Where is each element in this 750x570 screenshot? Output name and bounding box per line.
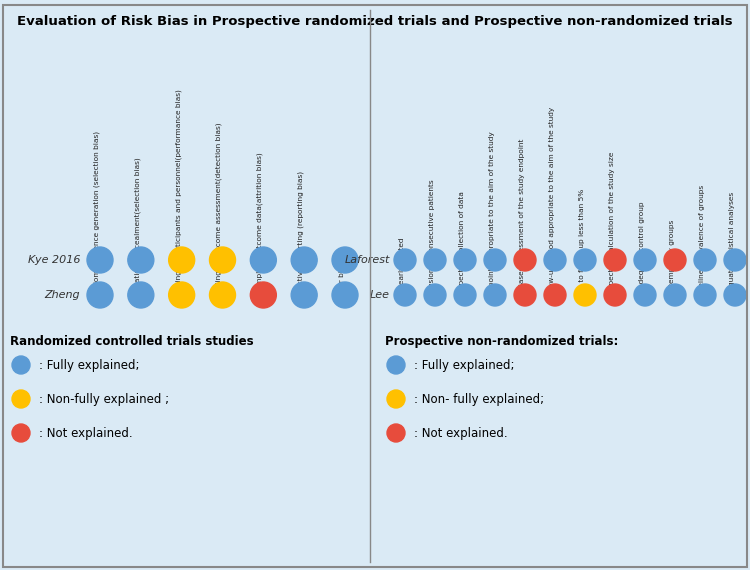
Text: An adequate control group: An adequate control group [639,202,645,300]
Text: Blinding of outcome assessment(detection bias): Blinding of outcome assessment(detection… [216,123,223,300]
Circle shape [387,390,405,408]
Text: Selective reporting (reporting bias): Selective reporting (reporting bias) [298,171,304,300]
Text: Blinding of participants and personnel(performance bias): Blinding of participants and personnel(p… [176,89,181,300]
Circle shape [251,247,276,273]
Text: Prospective collection of data: Prospective collection of data [459,191,465,300]
Circle shape [544,249,566,271]
Circle shape [604,284,626,306]
Circle shape [484,249,506,271]
Circle shape [544,284,566,306]
Text: Prospective calculation of the study size: Prospective calculation of the study siz… [609,152,615,300]
Text: Other bias: Other bias [339,262,345,300]
Circle shape [128,282,154,308]
Text: Zheng: Zheng [44,290,80,300]
Text: Inclusion of consecutive patients: Inclusion of consecutive patients [429,180,435,300]
Circle shape [12,356,30,374]
Text: Contemporary groups: Contemporary groups [669,220,675,300]
Circle shape [87,282,113,308]
Circle shape [209,247,236,273]
Text: Random sequence generation (selection bias): Random sequence generation (selection bi… [94,131,100,300]
Circle shape [128,247,154,273]
Circle shape [514,249,536,271]
Circle shape [604,249,626,271]
Circle shape [634,249,656,271]
Circle shape [291,247,317,273]
Circle shape [387,424,405,442]
Text: : Not explained.: : Not explained. [414,426,508,439]
Circle shape [724,284,746,306]
Circle shape [169,247,195,273]
Circle shape [12,390,30,408]
Text: Laforest: Laforest [344,255,390,265]
Text: Prospective non-randomized trials:: Prospective non-randomized trials: [385,335,618,348]
Text: : Non- fully explained;: : Non- fully explained; [414,393,544,405]
Circle shape [454,249,476,271]
Circle shape [424,284,446,306]
Circle shape [694,249,716,271]
Circle shape [169,282,195,308]
Circle shape [424,249,446,271]
Circle shape [394,284,416,306]
Text: Evaluation of Risk Bias in Prospective randomized trials and Prospective non-ran: Evaluation of Risk Bias in Prospective r… [17,15,733,28]
Circle shape [387,356,405,374]
Circle shape [394,249,416,271]
Text: Lee: Lee [370,290,390,300]
Circle shape [694,284,716,306]
Circle shape [87,247,113,273]
Circle shape [332,282,358,308]
Circle shape [574,284,596,306]
Text: Loss to follow up less than 5%: Loss to follow up less than 5% [579,189,585,300]
Text: Baseline equivalence of groups: Baseline equivalence of groups [699,185,705,300]
Circle shape [209,282,236,308]
Text: : Fully explained;: : Fully explained; [414,359,514,372]
Circle shape [332,247,358,273]
Text: Follow-up period appropriate to the aim of the study: Follow-up period appropriate to the aim … [549,107,555,300]
Circle shape [634,284,656,306]
Text: Randomized controlled trials studies: Randomized controlled trials studies [10,335,254,348]
Circle shape [291,282,317,308]
Text: Kye 2016: Kye 2016 [28,255,80,265]
Text: Allocation concealment(selection bias): Allocation concealment(selection bias) [134,157,141,300]
Text: : Non-fully explained ;: : Non-fully explained ; [39,393,170,405]
Text: : Fully explained;: : Fully explained; [39,359,140,372]
Circle shape [514,284,536,306]
Circle shape [484,284,506,306]
Text: : Not explained.: : Not explained. [39,426,133,439]
Circle shape [12,424,30,442]
Text: Incomplete outcome data(attrition bias): Incomplete outcome data(attrition bias) [256,152,263,300]
Text: Adequate statistical analyses: Adequate statistical analyses [729,192,735,300]
Text: Unbiased assessment of the study endpoint: Unbiased assessment of the study endpoin… [519,139,525,300]
Circle shape [251,282,276,308]
Text: Endpoints appropriate to the aim of the study: Endpoints appropriate to the aim of the … [489,131,495,300]
Circle shape [664,249,686,271]
Circle shape [724,249,746,271]
Circle shape [574,249,596,271]
Circle shape [454,284,476,306]
Text: A  clearly  stated: A clearly stated [399,238,405,300]
Circle shape [664,284,686,306]
